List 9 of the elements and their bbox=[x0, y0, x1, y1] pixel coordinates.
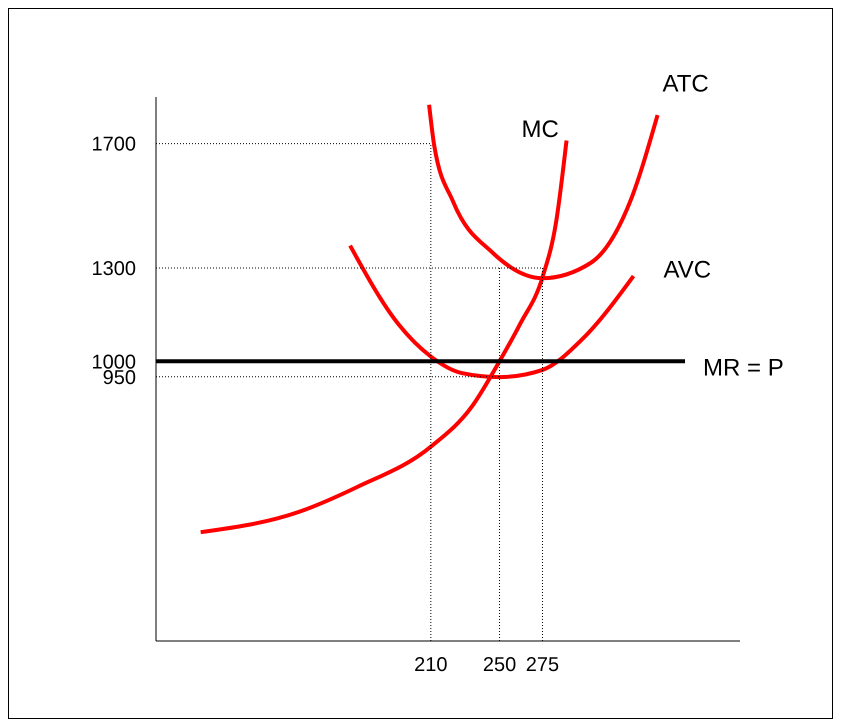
x-tick-label: 250 bbox=[482, 654, 516, 676]
series-label: MR = P bbox=[703, 354, 784, 382]
y-tick-label: 1700 bbox=[92, 134, 136, 156]
series-label: MC bbox=[522, 116, 559, 143]
y-tick-label: 1300 bbox=[92, 258, 136, 280]
x-tick-label: 210 bbox=[414, 654, 448, 676]
series-label: ATC bbox=[662, 70, 709, 98]
series-label: AVC bbox=[664, 256, 712, 284]
x-tick-label: 275 bbox=[526, 654, 560, 676]
